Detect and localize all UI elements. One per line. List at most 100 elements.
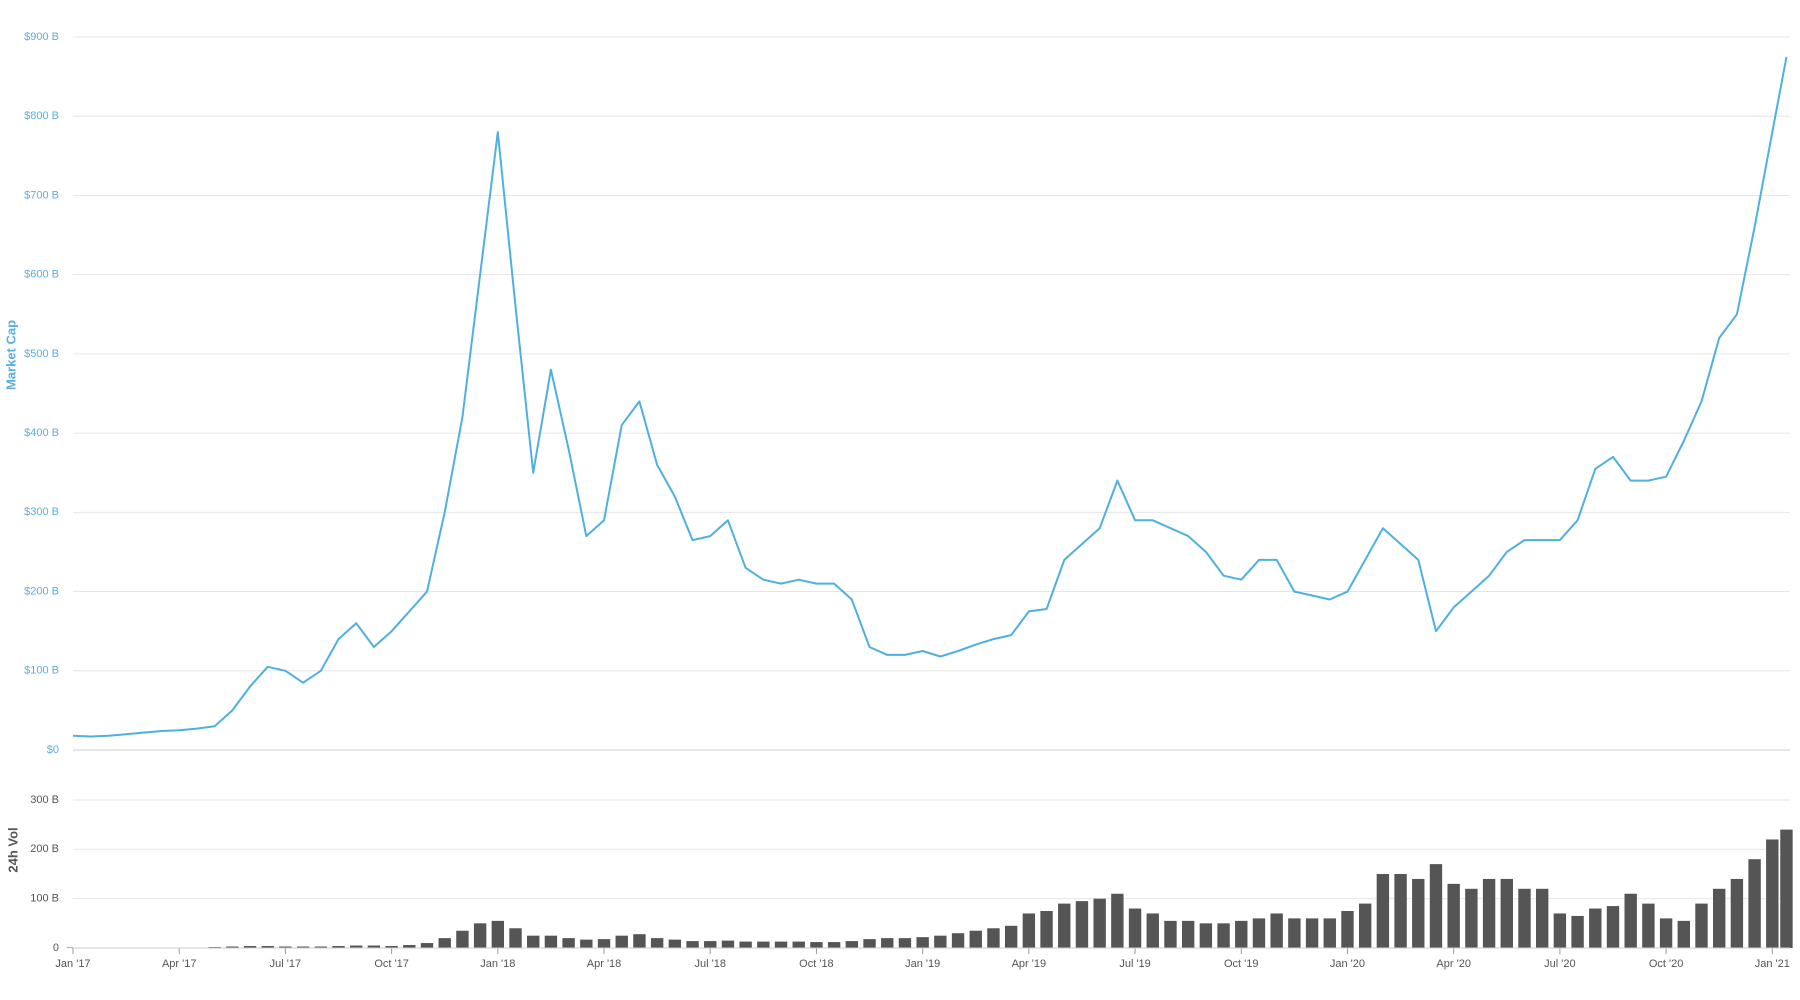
volume-bar: [668, 939, 682, 948]
y-tick-label: $500 B: [24, 348, 59, 360]
volume-bar: [1305, 918, 1319, 948]
volume-bar: [633, 934, 646, 948]
x-tick-label: Jan '18: [480, 958, 515, 970]
volume-bar: [1128, 908, 1142, 948]
volume-bar: [1553, 913, 1567, 948]
volume-bar: [721, 940, 735, 948]
volume-bar: [1606, 906, 1620, 948]
volume-bar: [739, 941, 752, 948]
volume-bar: [279, 946, 292, 948]
volume-bar: [1341, 911, 1354, 948]
y-tick-label: $200 B: [24, 585, 59, 597]
y-tick-label: 0: [53, 942, 59, 954]
volume-bar: [1748, 859, 1761, 948]
volume-bar: [473, 923, 487, 948]
volume-bar: [1252, 918, 1266, 948]
volume-bar: [243, 946, 257, 948]
x-tick-label: Oct '19: [1224, 958, 1259, 970]
x-tick-label: Jan '19: [905, 958, 940, 970]
volume-bar: [1270, 913, 1283, 948]
volume-bar: [1164, 920, 1177, 948]
volume-bar: [650, 938, 664, 948]
volume-bar: [1075, 901, 1089, 948]
volume-bar: [1482, 878, 1496, 948]
y-axis-title: 24h Vol: [5, 827, 20, 872]
volume-bar: [704, 941, 717, 948]
volume-bar: [420, 943, 434, 948]
x-tick-label: Jan '21: [1755, 958, 1790, 970]
volume-bar: [1713, 888, 1726, 948]
y-tick-label: $800 B: [24, 110, 59, 122]
volume-bar: [491, 920, 505, 948]
volume-bar: [1500, 878, 1513, 948]
volume-bar: [1642, 903, 1655, 948]
volume-bar: [261, 946, 274, 948]
volume-bar: [1181, 920, 1195, 948]
volume-bar: [296, 946, 310, 948]
y-tick-label: $700 B: [24, 189, 59, 201]
volume-bar: [1695, 903, 1708, 948]
volume-bar: [1111, 893, 1124, 948]
volume-bar: [757, 941, 770, 948]
volume-bar: [438, 938, 451, 948]
volume-bar: [1199, 923, 1213, 948]
volume-bar: [1730, 878, 1744, 948]
volume-bar: [969, 930, 982, 948]
volume-bar: [1571, 915, 1584, 948]
y-tick-label: $600 B: [24, 269, 59, 281]
x-tick-label: Jul '18: [695, 958, 726, 970]
y-tick-label: $100 B: [24, 665, 59, 677]
volume-bar: [1323, 918, 1336, 948]
x-tick-label: Jul '20: [1544, 958, 1575, 970]
volume-bar: [1518, 888, 1531, 948]
volume-bar: [314, 946, 328, 948]
volume-bar: [1022, 913, 1036, 948]
volume-bar: [350, 945, 363, 948]
volume-bar: [1589, 908, 1602, 948]
volume-bar: [1394, 874, 1407, 948]
volume-bar: [226, 946, 239, 948]
volume-bar: [597, 939, 611, 948]
volume-bar: [1677, 920, 1690, 948]
x-tick-label: Apr '19: [1012, 958, 1047, 970]
x-tick-label: Oct '18: [799, 958, 834, 970]
volume-bar: [367, 945, 381, 948]
y-tick-label: 300 B: [30, 794, 59, 806]
volume-bar: [1146, 913, 1159, 948]
volume-bar: [1093, 898, 1106, 948]
x-tick-label: Apr '18: [587, 958, 622, 970]
volume-bar: [1217, 923, 1230, 948]
volume-bar: [1766, 839, 1779, 948]
volume-bar: [615, 935, 628, 948]
volume-bar: [1288, 918, 1301, 948]
volume-bar: [686, 941, 699, 948]
market-cap-line: [72, 56, 1788, 738]
x-tick-label: Oct '20: [1649, 958, 1684, 970]
volume-bar: [934, 935, 947, 948]
volume-bar: [1058, 903, 1071, 948]
volume-bar: [845, 941, 859, 948]
volume-bar: [1429, 864, 1443, 948]
volume-bar: [1040, 911, 1053, 948]
volume-bar: [881, 938, 894, 948]
volume-bar: [544, 935, 558, 948]
volume-bar: [863, 939, 876, 948]
volume-bar: [987, 928, 1000, 948]
y-tick-label: $0: [47, 744, 59, 756]
x-tick-label: Jan '20: [1330, 958, 1365, 970]
volume-bar: [774, 941, 788, 948]
volume-bar: [1659, 918, 1673, 948]
volume-bar: [1465, 888, 1478, 948]
y-axis-title: Market Cap: [3, 320, 18, 390]
volume-bar: [1004, 925, 1018, 948]
volume-bar: [1780, 829, 1793, 948]
y-tick-label: 200 B: [30, 843, 59, 855]
volume-bar: [898, 938, 912, 948]
y-tick-label: $300 B: [24, 506, 59, 518]
volume-bar: [1412, 878, 1425, 948]
x-tick-label: Jul '17: [270, 958, 301, 970]
y-tick-label: $900 B: [24, 31, 59, 43]
volume-bar: [1535, 888, 1549, 948]
volume-bar: [580, 939, 593, 948]
